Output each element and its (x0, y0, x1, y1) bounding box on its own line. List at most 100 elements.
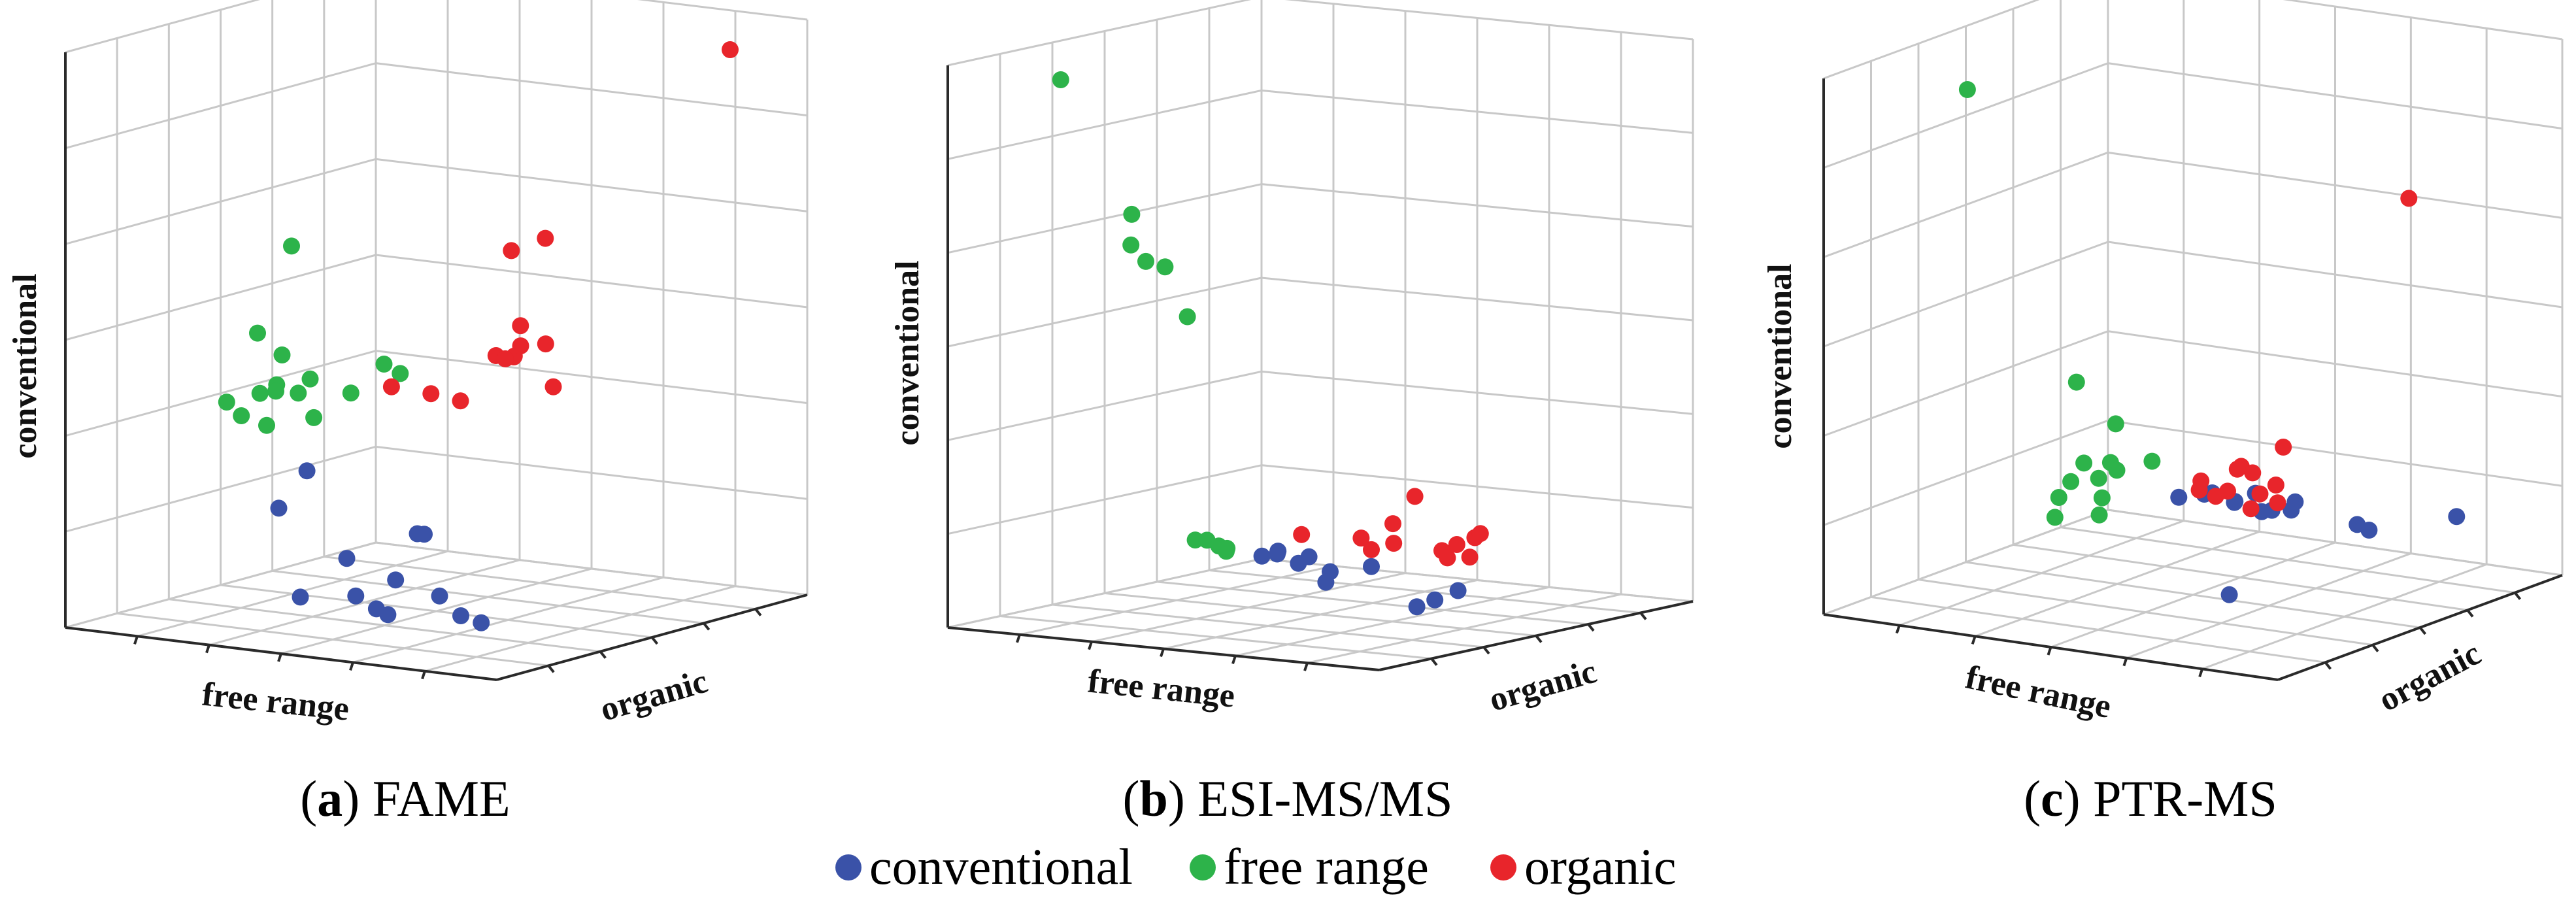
data-point-organic (1385, 535, 1403, 552)
data-point-free-range (2050, 489, 2067, 506)
grid-line (947, 89, 1262, 160)
data-point-free-range (342, 384, 360, 402)
grid-line (1965, 561, 2420, 629)
grid-line (1823, 151, 2109, 258)
y-tick (1430, 658, 1438, 666)
data-point-conventional (2220, 586, 2238, 603)
panel-esi-ms-ms-x-label: free range (1086, 662, 1237, 714)
data-point-free-range (233, 407, 250, 424)
data-point-free-range (375, 356, 393, 373)
panel-ptr-ms: conventional free range organic (c) PTR-… (1762, 0, 2564, 827)
data-point-organic (2190, 481, 2208, 499)
x-tick (277, 653, 282, 662)
grid-line (637, 0, 808, 21)
grid-line (65, 541, 376, 629)
data-point-free-range (392, 365, 409, 382)
data-point-organic (2275, 439, 2292, 456)
panel-ptr-ms-caption: (c) PTR-MS (2024, 770, 2277, 827)
x-tick (2047, 646, 2052, 656)
panel-esi-ms-ms-caption: (b) ESI-MS/MS (1123, 770, 1453, 827)
x-tick (1303, 662, 1309, 671)
grid-line (1104, 592, 1537, 637)
x-tick (1971, 635, 1977, 645)
y-tick (2466, 609, 2474, 618)
data-point-organic (2228, 460, 2246, 478)
grid-line (324, 556, 756, 611)
data-point-organic (1448, 536, 1465, 553)
y-tick (547, 665, 555, 673)
data-point-conventional (452, 607, 469, 624)
data-point-organic (2207, 488, 2224, 505)
data-point-conventional (1408, 598, 1426, 616)
panel-esi-ms-ms-y-label: organic (1485, 653, 1601, 719)
panel-esi-ms-ms-title: ESI-MS/MS (1197, 770, 1452, 827)
panel-esi-ms-ms-letter: b (1139, 770, 1167, 827)
data-point-conventional (298, 462, 316, 480)
data-point-organic (1461, 548, 1479, 566)
data-point-free-range (1186, 531, 1204, 549)
data-point-organic (722, 41, 739, 58)
data-point-organic (2244, 464, 2262, 482)
panel-fame-caption: (a) FAME (300, 770, 510, 827)
data-point-free-range (2046, 509, 2064, 526)
data-point-organic (2400, 190, 2418, 207)
grid-line (375, 445, 808, 500)
grid-line (2107, 509, 2563, 577)
grid-line (1261, 89, 1694, 134)
y-tick (1639, 612, 1647, 620)
grid-line (375, 254, 808, 309)
panel-fame-y-label: organic (596, 663, 712, 729)
y-tick (2324, 662, 2332, 670)
data-point-free-range (283, 237, 300, 255)
grid-line (1823, 62, 2109, 169)
data-point-organic (503, 242, 520, 260)
grid-line (65, 158, 376, 245)
data-point-free-range (2067, 373, 2085, 391)
data-point-organic (512, 317, 529, 335)
data-point-organic (1471, 525, 1489, 543)
y-tick (1535, 635, 1543, 643)
grid-line (2283, 0, 2563, 41)
data-point-organic (1363, 541, 1380, 558)
grid-line (65, 445, 376, 533)
data-point-free-range (1218, 539, 1236, 557)
panel-fame: conventional free range organic (a) FAME (7, 0, 809, 827)
x-tick (1160, 648, 1165, 658)
panel-fame-z-label: conventional (7, 273, 44, 458)
grid-line (947, 464, 1262, 535)
data-point-conventional (387, 571, 405, 589)
data-point-free-range (301, 370, 319, 388)
grid-line (1209, 569, 1641, 614)
y-tick (1587, 623, 1595, 632)
x-tick (1088, 641, 1093, 650)
panel-esi-ms-ms-points (1052, 71, 1489, 616)
x-tick (1895, 625, 1901, 634)
panel-ptr-ms-letter: c (2041, 770, 2064, 827)
grid-line (2107, 241, 2563, 309)
grid-line (1261, 277, 1694, 322)
y-tick (599, 650, 607, 659)
data-point-free-range (1137, 252, 1154, 270)
data-point-organic (1384, 515, 1401, 533)
data-point-conventional (347, 587, 365, 605)
data-point-organic (2269, 494, 2286, 512)
panel-fame-points (218, 41, 739, 631)
panel-fame-x-label: free range (201, 675, 351, 728)
data-point-organic (2267, 477, 2284, 494)
data-point-free-range (290, 384, 307, 402)
grid-line (375, 350, 808, 405)
grid-line (375, 541, 808, 596)
y-tick (2371, 644, 2379, 652)
data-point-conventional (338, 550, 356, 567)
grid-line (947, 370, 1262, 441)
data-point-free-range (305, 409, 323, 426)
data-point-conventional (270, 499, 288, 517)
data-point-free-range (251, 384, 269, 402)
data-point-organic (512, 337, 529, 355)
data-point-free-range (1052, 71, 1069, 88)
grid-line (1261, 464, 1694, 509)
data-point-conventional (1449, 582, 1467, 599)
grid-line (947, 0, 1252, 67)
grid-line (1823, 330, 2109, 437)
